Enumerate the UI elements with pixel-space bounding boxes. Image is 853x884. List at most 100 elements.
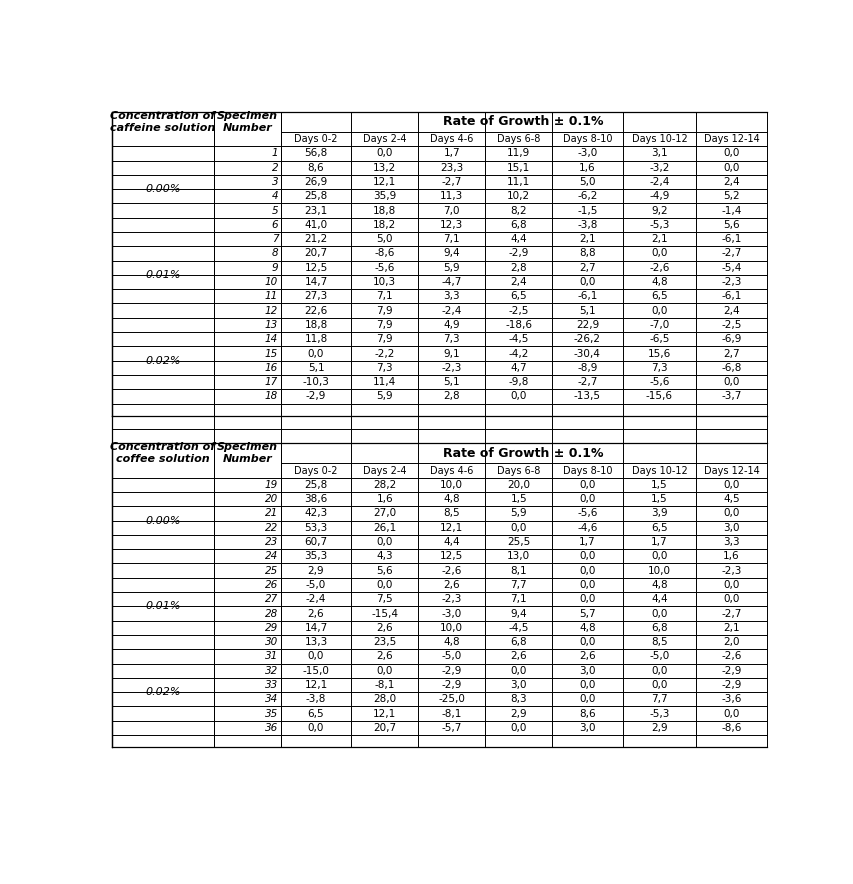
Text: 35,3: 35,3 bbox=[304, 552, 328, 561]
Text: -15,0: -15,0 bbox=[302, 666, 329, 675]
Text: 0,0: 0,0 bbox=[722, 377, 739, 387]
Text: 25,8: 25,8 bbox=[304, 191, 328, 202]
Text: 15,6: 15,6 bbox=[647, 348, 670, 359]
Text: 23,3: 23,3 bbox=[439, 163, 463, 172]
Text: Days 4-6: Days 4-6 bbox=[430, 466, 473, 476]
Text: 0,0: 0,0 bbox=[376, 580, 392, 590]
Text: -5,0: -5,0 bbox=[441, 652, 461, 661]
Text: 1,5: 1,5 bbox=[650, 480, 667, 490]
Text: 2,0: 2,0 bbox=[722, 637, 739, 647]
Text: 25,5: 25,5 bbox=[507, 537, 530, 547]
Text: 13: 13 bbox=[264, 320, 278, 330]
Text: 5,7: 5,7 bbox=[578, 608, 595, 619]
Text: -2,7: -2,7 bbox=[721, 248, 740, 258]
Text: -5,7: -5,7 bbox=[441, 723, 461, 733]
Text: 2,6: 2,6 bbox=[578, 652, 595, 661]
Text: 4,9: 4,9 bbox=[443, 320, 460, 330]
Text: -2,9: -2,9 bbox=[441, 666, 461, 675]
Text: 6,8: 6,8 bbox=[510, 220, 526, 230]
Text: 8,8: 8,8 bbox=[578, 248, 595, 258]
Text: 5,9: 5,9 bbox=[376, 392, 392, 401]
Text: 26,1: 26,1 bbox=[373, 522, 396, 533]
Text: 0,0: 0,0 bbox=[651, 552, 667, 561]
Text: 11,1: 11,1 bbox=[507, 177, 530, 187]
Text: Days 8-10: Days 8-10 bbox=[562, 466, 612, 476]
Text: 16: 16 bbox=[264, 362, 278, 373]
Text: 0,0: 0,0 bbox=[651, 306, 667, 316]
Text: -1,5: -1,5 bbox=[577, 206, 597, 216]
Text: 20,0: 20,0 bbox=[507, 480, 530, 490]
Text: -3,8: -3,8 bbox=[577, 220, 597, 230]
Text: -30,4: -30,4 bbox=[573, 348, 601, 359]
Text: 5,1: 5,1 bbox=[578, 306, 595, 316]
Text: -2,9: -2,9 bbox=[441, 680, 461, 690]
Text: 0,0: 0,0 bbox=[307, 652, 324, 661]
Text: 1: 1 bbox=[271, 149, 278, 158]
Text: 2,4: 2,4 bbox=[510, 277, 526, 287]
Text: -6,1: -6,1 bbox=[577, 292, 597, 301]
Text: 3,0: 3,0 bbox=[578, 723, 595, 733]
Text: Concentration of
caffeine solution: Concentration of caffeine solution bbox=[110, 110, 215, 133]
Text: 12,5: 12,5 bbox=[304, 263, 328, 273]
Text: 15,1: 15,1 bbox=[507, 163, 530, 172]
Text: -2,9: -2,9 bbox=[305, 392, 326, 401]
Text: 10,0: 10,0 bbox=[439, 480, 462, 490]
Text: 3,0: 3,0 bbox=[510, 680, 526, 690]
Text: 53,3: 53,3 bbox=[304, 522, 328, 533]
Text: -2,6: -2,6 bbox=[648, 263, 669, 273]
Text: 26,9: 26,9 bbox=[304, 177, 328, 187]
Text: 14,7: 14,7 bbox=[304, 277, 328, 287]
Text: -3,6: -3,6 bbox=[721, 694, 740, 705]
Text: 4,8: 4,8 bbox=[650, 277, 667, 287]
Text: 0,0: 0,0 bbox=[510, 522, 526, 533]
Text: 9,4: 9,4 bbox=[443, 248, 460, 258]
Text: 25,8: 25,8 bbox=[304, 480, 328, 490]
Text: 9: 9 bbox=[271, 263, 278, 273]
Text: -8,9: -8,9 bbox=[577, 362, 597, 373]
Text: -3,8: -3,8 bbox=[305, 694, 326, 705]
Text: 2,9: 2,9 bbox=[510, 709, 526, 719]
Text: 0,0: 0,0 bbox=[510, 392, 526, 401]
Text: -2,3: -2,3 bbox=[721, 277, 740, 287]
Text: 5,9: 5,9 bbox=[443, 263, 460, 273]
Text: -5,3: -5,3 bbox=[648, 709, 669, 719]
Text: 0,0: 0,0 bbox=[578, 480, 595, 490]
Text: 32: 32 bbox=[264, 666, 278, 675]
Text: 2,1: 2,1 bbox=[722, 623, 739, 633]
Text: -6,9: -6,9 bbox=[721, 334, 740, 344]
Text: -2,3: -2,3 bbox=[441, 594, 461, 605]
Bar bbox=[113, 131, 280, 133]
Text: 7,3: 7,3 bbox=[443, 334, 460, 344]
Text: -3,0: -3,0 bbox=[577, 149, 597, 158]
Text: -10,3: -10,3 bbox=[302, 377, 329, 387]
Text: -4,5: -4,5 bbox=[508, 623, 528, 633]
Text: -2,7: -2,7 bbox=[577, 377, 597, 387]
Text: 0,0: 0,0 bbox=[578, 580, 595, 590]
Text: 4,4: 4,4 bbox=[650, 594, 667, 605]
Text: -5,0: -5,0 bbox=[305, 580, 326, 590]
Text: Days 0-2: Days 0-2 bbox=[294, 134, 338, 144]
Text: 2,8: 2,8 bbox=[510, 263, 526, 273]
Text: 4,8: 4,8 bbox=[443, 494, 460, 504]
Text: -7,0: -7,0 bbox=[648, 320, 669, 330]
Text: Rate of Growth ± 0.1%: Rate of Growth ± 0.1% bbox=[443, 446, 603, 460]
Text: 10,0: 10,0 bbox=[647, 566, 670, 575]
Text: 26: 26 bbox=[264, 580, 278, 590]
Text: 8,3: 8,3 bbox=[510, 694, 526, 705]
Text: 1,6: 1,6 bbox=[376, 494, 392, 504]
Text: 28,2: 28,2 bbox=[373, 480, 396, 490]
Text: Days 6-8: Days 6-8 bbox=[496, 466, 540, 476]
Text: 18,2: 18,2 bbox=[373, 220, 396, 230]
Text: Specimen
Number: Specimen Number bbox=[217, 442, 277, 464]
Text: -6,2: -6,2 bbox=[577, 191, 597, 202]
Text: 2,9: 2,9 bbox=[307, 566, 324, 575]
Text: -25,0: -25,0 bbox=[438, 694, 465, 705]
Text: -2,7: -2,7 bbox=[721, 608, 740, 619]
Text: -2,5: -2,5 bbox=[721, 320, 740, 330]
Text: 2,4: 2,4 bbox=[722, 306, 739, 316]
Text: 0,0: 0,0 bbox=[722, 594, 739, 605]
Text: 2,7: 2,7 bbox=[578, 263, 595, 273]
Text: 12,1: 12,1 bbox=[373, 709, 396, 719]
Text: -6,5: -6,5 bbox=[648, 334, 669, 344]
Text: -6,1: -6,1 bbox=[721, 234, 740, 244]
